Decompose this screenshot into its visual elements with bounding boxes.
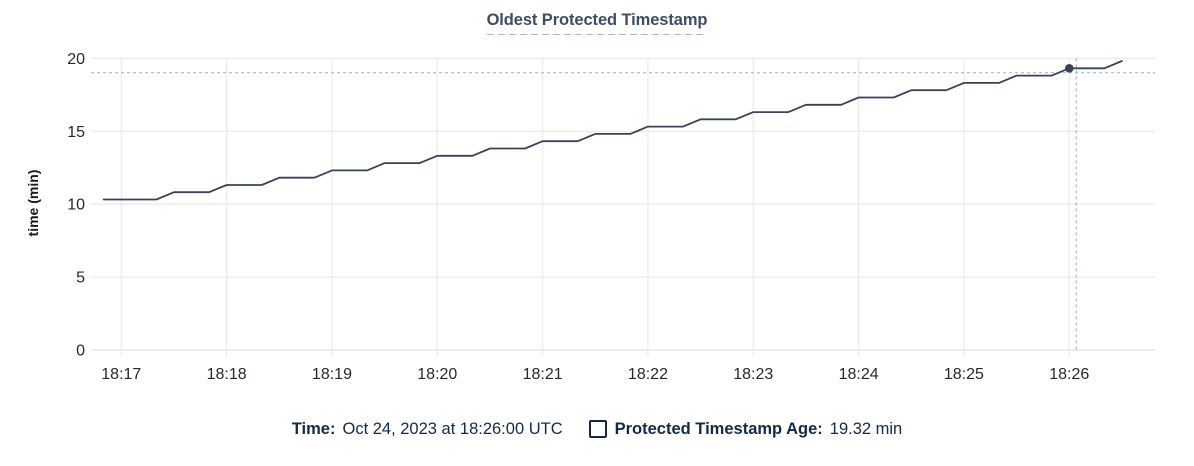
x-tick-label: 18:23 [733,366,773,383]
y-axis-tick-labels: 0 5 10 15 20 [67,51,85,360]
series-line [102,60,1123,201]
age-value: 19.32 min [829,419,903,438]
x-tick-label: 18:21 [523,366,563,383]
y-tick-label: 15 [67,124,85,141]
y-tick-label: 5 [76,270,85,287]
x-tick-label: 18:24 [839,366,879,383]
chart-header: Oldest Protected Timestamp [0,11,1194,35]
hover-point-dot [1064,64,1074,73]
time-label: Time: [291,419,336,438]
y-tick-label: 20 [67,51,85,68]
x-tick-label: 18:19 [312,366,352,383]
legend-age-item: Protected Timestamp Age: 19.32 min [588,419,903,439]
x-tick-label: 18:20 [417,366,457,383]
series-lines [102,60,1123,201]
y-tick-label: 0 [76,343,85,360]
age-label: Protected Timestamp Age: [614,419,823,438]
horizontal-gridlines [91,57,1155,351]
crosshair [91,58,1155,350]
vertical-gridlines [120,58,1070,356]
x-tick-label: 18:17 [101,366,141,383]
x-tick-label: 18:26 [1049,366,1089,383]
chart-tooltip-legend: Time: Oct 24, 2023 at 18:26:00 UTC Prote… [0,417,1194,441]
hover-point-group [1064,64,1074,73]
x-tick-label: 18:25 [944,366,984,383]
y-tick-label: 10 [67,197,85,214]
series-toggle-checkbox[interactable] [588,420,607,438]
legend-time-item: Time: Oct 24, 2023 at 18:26:00 UTC [292,420,563,439]
chart-title[interactable]: Oldest Protected Timestamp [486,11,708,35]
x-tick-label: 18:22 [628,366,668,383]
time-value: Oct 24, 2023 at 18:26:00 UTC [342,419,563,438]
x-axis-tick-labels: 18:17 18:18 18:19 18:20 18:21 18:22 18:23 18:24… [101,366,1089,383]
x-tick-label: 18:18 [207,366,247,383]
